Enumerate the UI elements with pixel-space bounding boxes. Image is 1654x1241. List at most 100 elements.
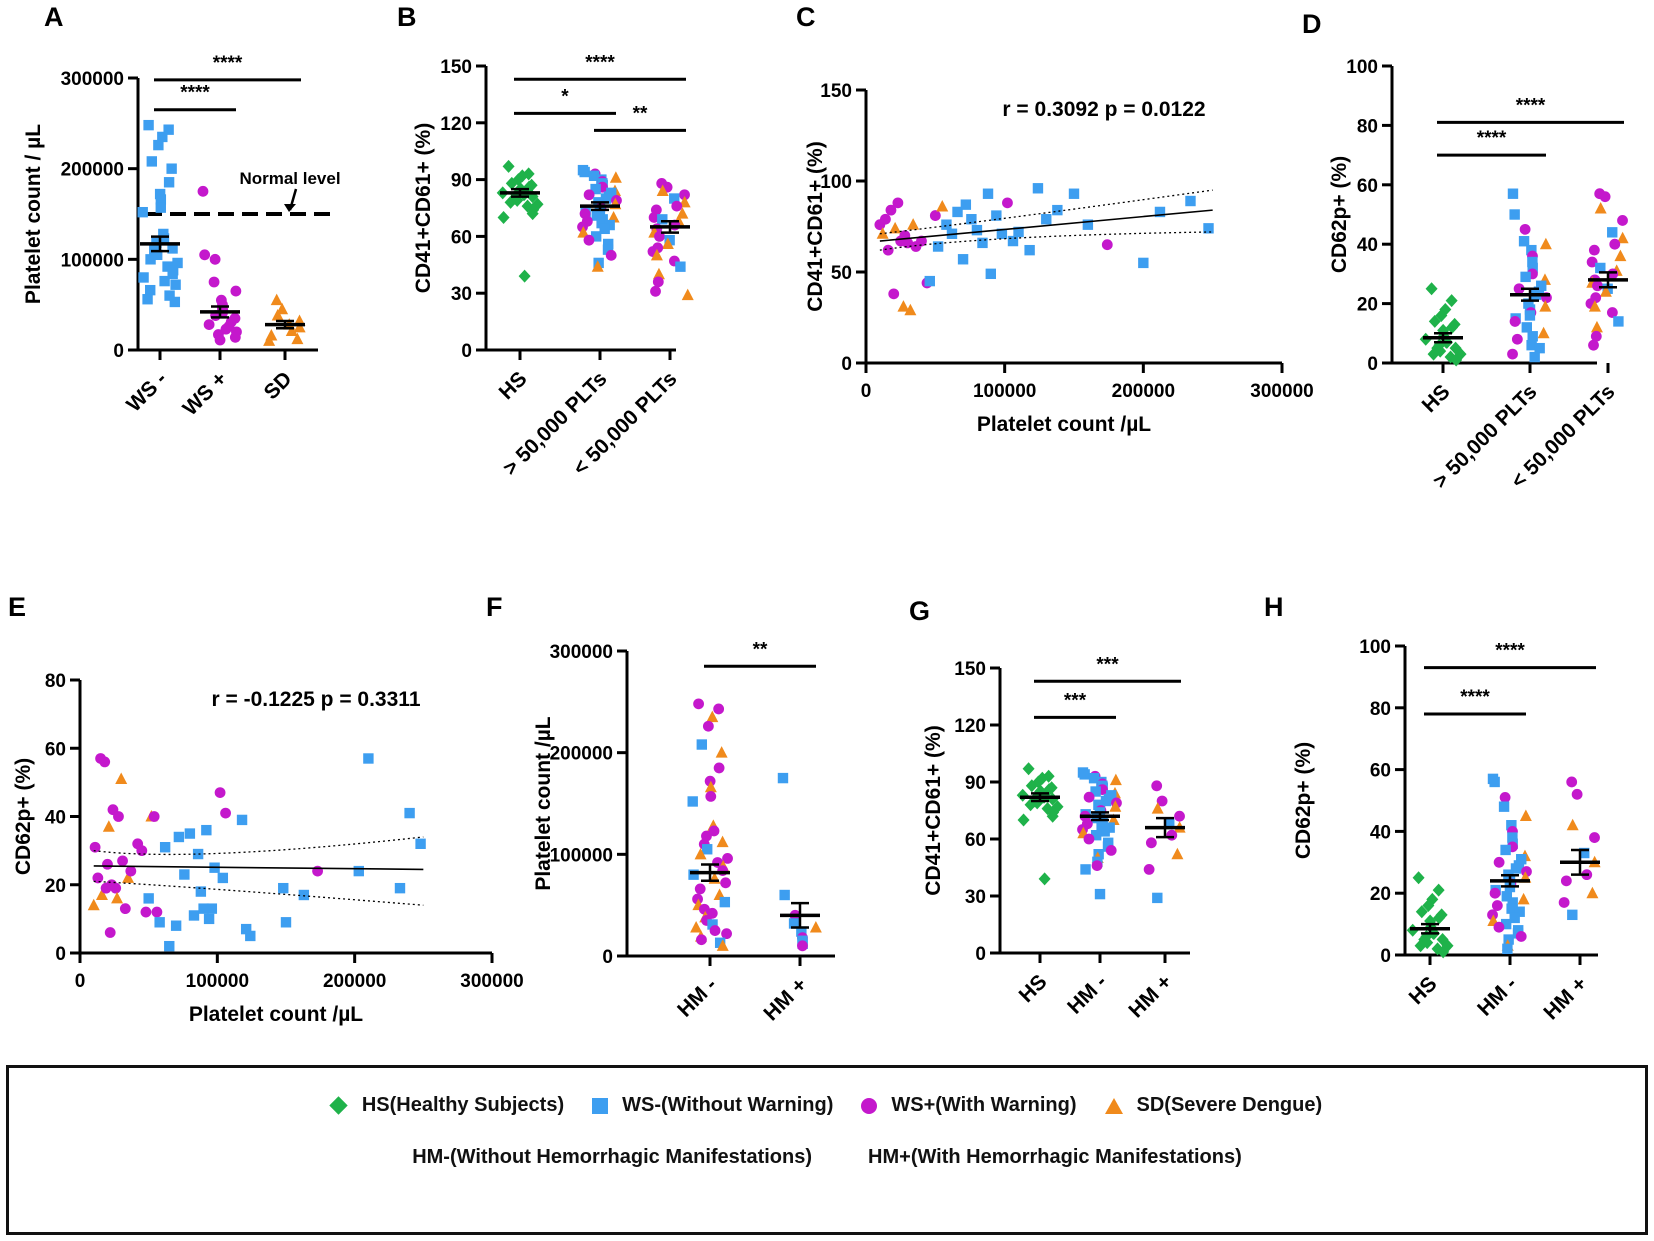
- data-point: [991, 210, 1002, 221]
- data-point: [892, 197, 904, 209]
- y-tick-label: 90: [965, 773, 986, 794]
- significance-label: ****: [1495, 641, 1525, 662]
- y-tick-label: 100000: [550, 845, 613, 866]
- data-point: [526, 207, 539, 221]
- data-point: [936, 199, 949, 212]
- y-tick-label: 30: [451, 284, 472, 305]
- data-point: [102, 858, 113, 870]
- data-point: [1606, 307, 1618, 318]
- data-point: [650, 285, 661, 297]
- data-point: [1560, 875, 1572, 887]
- data-point: [796, 926, 807, 937]
- data-point: [1427, 347, 1440, 361]
- data-point: [95, 888, 108, 900]
- data-point: [907, 218, 920, 230]
- data-point: [1521, 322, 1532, 333]
- data-point: [353, 865, 364, 877]
- panel-e: E 0 20 40 60 80 CD62p+ (%) 0 100000 200000 300000 P…: [8, 592, 524, 1026]
- data-point: [1090, 786, 1101, 797]
- data-point: [1080, 864, 1091, 875]
- data-point: [1499, 792, 1511, 803]
- data-point: [87, 898, 100, 911]
- data-point: [206, 903, 218, 914]
- panel-h: H 0 20 40 60 80 100 CD62p+ (%) HS HM - HM + **** ***…: [1264, 592, 1601, 1024]
- data-point: [1498, 801, 1510, 812]
- data-point: [1523, 298, 1534, 309]
- data-point: [1613, 316, 1624, 327]
- data-point: [1493, 921, 1505, 933]
- data-point: [648, 212, 660, 223]
- data-point: [1518, 236, 1530, 247]
- y-tick-label: 40: [1357, 235, 1378, 256]
- data-point: [788, 918, 800, 929]
- data-point: [1090, 830, 1102, 841]
- data-point: [1435, 308, 1448, 322]
- data-point: [89, 841, 101, 853]
- data-point: [1046, 809, 1059, 823]
- data-point: [136, 845, 148, 857]
- data-point: [916, 235, 927, 247]
- data-point: [1068, 188, 1080, 199]
- data-point: [676, 207, 689, 219]
- data-point: [590, 183, 601, 195]
- data-point: [1507, 348, 1518, 360]
- data-point: [957, 254, 969, 265]
- data-point: [154, 188, 166, 200]
- data-point: [719, 896, 731, 908]
- panel-g: G 0 30 60 90 120 150 CD41+CD61+ (%) HS HM - HM + **…: [909, 596, 1190, 1022]
- data-point: [184, 828, 196, 839]
- data-point: [276, 302, 289, 315]
- data-point: [694, 847, 707, 860]
- data-point: [159, 842, 171, 853]
- y-axis-title: CD41+CD61+ (%): [804, 141, 827, 311]
- data-point: [1566, 818, 1579, 831]
- data-point: [151, 906, 163, 918]
- data-point: [650, 248, 663, 261]
- data-point: [577, 226, 590, 238]
- panel-letter: F: [486, 592, 503, 622]
- data-point: [1432, 883, 1445, 897]
- y-tick-label: 0: [602, 947, 613, 968]
- data-point: [681, 288, 694, 301]
- data-point: [1446, 320, 1459, 334]
- data-point: [1507, 188, 1519, 199]
- data-point: [1096, 820, 1107, 831]
- data-point: [708, 825, 720, 837]
- data-point: [220, 323, 232, 335]
- significance-label: ****: [213, 53, 243, 74]
- data-point: [1566, 776, 1578, 788]
- data-point: [111, 891, 124, 904]
- data-point: [217, 872, 229, 884]
- data-point: [155, 202, 166, 213]
- data-point: [671, 200, 683, 212]
- data-point: [602, 244, 614, 255]
- data-point: [1509, 912, 1520, 924]
- x-tick-label: HM +: [1124, 970, 1176, 1022]
- data-point: [1412, 871, 1425, 885]
- data-point: [1500, 844, 1511, 856]
- ci-lower-line: [879, 231, 1213, 251]
- data-point: [1052, 204, 1063, 216]
- data-point: [690, 921, 703, 933]
- data-point: [1088, 773, 1100, 784]
- data-point: [1091, 860, 1103, 871]
- data-point: [502, 159, 515, 173]
- data-point: [696, 934, 707, 946]
- data-point: [669, 193, 680, 204]
- data-point: [929, 210, 941, 221]
- y-tick-label: 80: [1370, 699, 1391, 720]
- data-point: [220, 807, 231, 819]
- data-point: [579, 166, 590, 178]
- y-tick-label: 40: [45, 808, 66, 829]
- y-tick-label: 0: [55, 944, 66, 965]
- data-point: [1537, 326, 1550, 339]
- ci-upper-line: [93, 836, 424, 856]
- data-point: [1599, 285, 1612, 297]
- legend: HS(Healthy Subjects) WS-(Without Warning…: [6, 1065, 1648, 1235]
- y-tick-label: 150: [954, 659, 986, 680]
- x-tick-label: 100000: [186, 971, 249, 992]
- data-point: [876, 227, 889, 239]
- legend-item-sd: SD(Severe Dengue): [1104, 1094, 1322, 1117]
- data-point: [722, 853, 733, 864]
